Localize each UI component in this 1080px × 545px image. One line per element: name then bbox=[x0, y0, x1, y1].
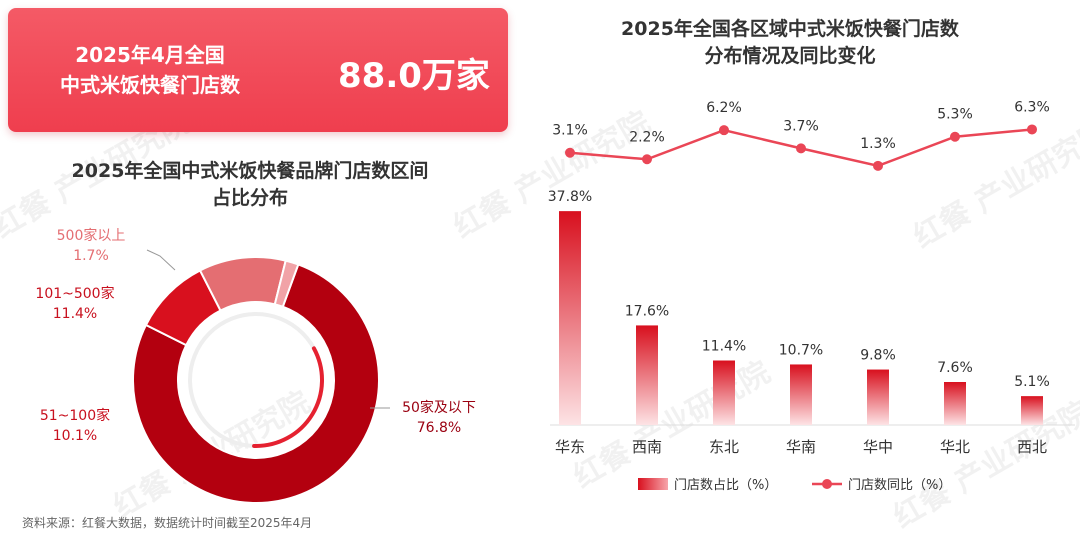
pie-label-50-below: 50家及以下 76.8% bbox=[384, 398, 494, 438]
donut-inner-accent-arc bbox=[252, 346, 324, 448]
x-tick-label: 华北 bbox=[940, 438, 970, 456]
kpi-label-line2: 中式米饭快餐门店数 bbox=[60, 73, 240, 97]
x-tick-label: 西北 bbox=[1017, 438, 1047, 456]
line-point bbox=[1027, 124, 1037, 135]
line-value-label: 6.3% bbox=[1014, 100, 1050, 115]
kpi-card: 2025年4月全国 中式米饭快餐门店数 88.0万家 bbox=[8, 8, 508, 132]
line-value-label: 3.7% bbox=[783, 118, 819, 134]
line-value-label: 5.3% bbox=[937, 107, 973, 123]
line-point bbox=[796, 143, 806, 154]
bar-value-label: 5.1% bbox=[1014, 374, 1050, 390]
line-value-label: 6.2% bbox=[706, 100, 742, 116]
bar-title-line1: 2025年全国各区域中式米饭快餐门店数 bbox=[621, 18, 959, 40]
x-tick-label: 华中 bbox=[863, 438, 893, 456]
donut-chart bbox=[132, 249, 390, 504]
donut-title-line1: 2025年全国中式米饭快餐品牌门店数区间 bbox=[71, 160, 429, 182]
pie-label-value: 76.8% bbox=[416, 420, 462, 436]
bar bbox=[1021, 396, 1043, 425]
line-point bbox=[873, 160, 883, 171]
bar-value-label: 7.6% bbox=[937, 360, 973, 376]
pie-label-value: 11.4% bbox=[52, 306, 98, 322]
bar bbox=[944, 382, 966, 425]
line-point bbox=[642, 154, 652, 165]
pie-label-51-100: 51~100家 10.1% bbox=[20, 406, 130, 446]
line-value-label: 2.2% bbox=[629, 129, 665, 145]
bar bbox=[867, 369, 889, 425]
pie-label-name: 500家以上 bbox=[56, 228, 126, 244]
bar bbox=[636, 325, 658, 425]
x-tick-label: 华东 bbox=[555, 438, 585, 456]
kpi-label-line1: 2025年4月全国 bbox=[75, 43, 225, 67]
bar-value-label: 17.6% bbox=[625, 303, 669, 319]
pie-slice bbox=[273, 259, 300, 309]
pie-label-value: 1.7% bbox=[73, 248, 109, 264]
pie-label-name: 101~500家 bbox=[35, 286, 115, 302]
pie-label-101-500: 101~500家 11.4% bbox=[20, 284, 130, 324]
leader-line bbox=[146, 249, 176, 271]
line-point bbox=[565, 147, 575, 158]
x-tick-label: 东北 bbox=[709, 438, 739, 456]
bar bbox=[790, 364, 812, 425]
line-point bbox=[719, 125, 729, 136]
bar-line-chart: 37.8% 华东 17.6% 西南 11.4% 东北 10.7% 华南 9.8% 华中 7.6% 华北… bbox=[548, 100, 1075, 493]
legend-bar-swatch bbox=[638, 478, 668, 490]
line-value-label: 1.3% bbox=[860, 136, 896, 152]
x-tick-label: 西南 bbox=[632, 438, 662, 456]
kpi-value: 88.0万家 bbox=[338, 56, 490, 96]
source-note: 资料来源：红餐大数据，数据统计时间截至2025年4月 bbox=[22, 516, 313, 530]
line-value-label: 3.1% bbox=[552, 123, 588, 139]
pie-label-500plus: 500家以上 1.7% bbox=[36, 226, 146, 266]
pie-label-value: 10.1% bbox=[52, 428, 98, 444]
x-tick-label: 华南 bbox=[786, 438, 816, 456]
bar bbox=[713, 360, 735, 425]
bar-value-label: 10.7% bbox=[779, 342, 823, 358]
pie-label-name: 51~100家 bbox=[39, 408, 111, 424]
donut-chart-title: 2025年全国中式米饭快餐品牌门店数区间 占比分布 bbox=[20, 158, 480, 212]
legend-line-marker bbox=[822, 479, 832, 489]
bar-value-label: 37.8% bbox=[548, 189, 592, 205]
bar-value-label: 9.8% bbox=[860, 348, 896, 364]
bar-value-label: 11.4% bbox=[702, 339, 746, 355]
line-point bbox=[950, 131, 960, 142]
legend-bar-label: 门店数占比（%） bbox=[674, 478, 777, 493]
kpi-label: 2025年4月全国 中式米饭快餐门店数 bbox=[40, 40, 260, 100]
bar-chart-title: 2025年全国各区域中式米饭快餐门店数 分布情况及同比变化 bbox=[560, 16, 1020, 70]
pie-label-name: 50家及以下 bbox=[402, 400, 476, 416]
legend-line-label: 门店数同比（%） bbox=[848, 478, 951, 493]
bar bbox=[559, 211, 581, 425]
donut-title-line2: 占比分布 bbox=[211, 187, 288, 209]
bar-title-line2: 分布情况及同比变化 bbox=[704, 45, 876, 67]
